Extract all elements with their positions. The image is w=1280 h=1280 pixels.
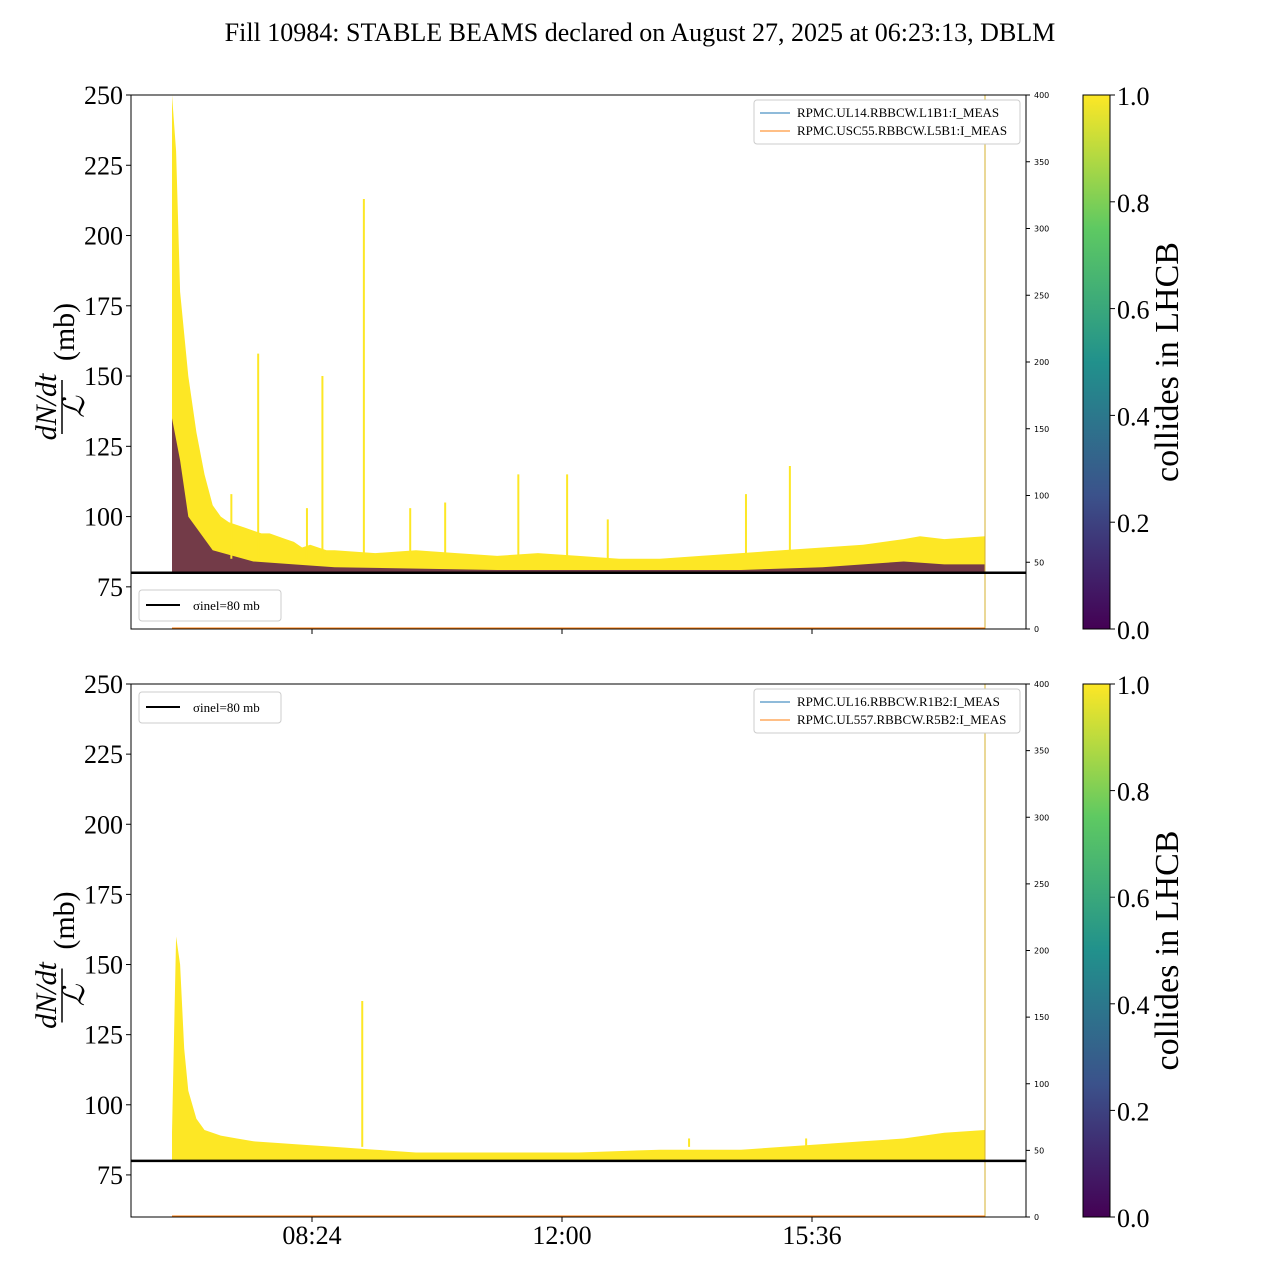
y2tick-label: 400 <box>1034 91 1049 100</box>
colorbar-label: collides in LHCB <box>1149 831 1186 1071</box>
ytick-label: 225 <box>84 740 123 769</box>
colorbar-tick-label: 0.6 <box>1117 296 1150 325</box>
reference-legend-box <box>138 589 282 622</box>
ytick-label: 100 <box>84 1091 123 1120</box>
xtick-label: 12:00 <box>532 1221 591 1250</box>
chart-title: Fill 10984: STABLE BEAMS declared on Aug… <box>224 18 1056 47</box>
y-axis-label: dN/dtℒ (mb) <box>30 891 91 1029</box>
bottom-panel: 75 100 125 150 175 200 225 250 0 50 100 150 200 250 30… <box>30 670 1186 1250</box>
y2tick-label: 250 <box>1034 880 1049 889</box>
colorbar-tick-label: 1.0 <box>1117 671 1150 700</box>
y2tick-label: 0 <box>1034 625 1039 634</box>
colorbar-tick-label: 0.2 <box>1117 509 1150 538</box>
y2tick-label: 0 <box>1034 1213 1039 1222</box>
colorbar-tick-label: 0.8 <box>1117 189 1150 218</box>
ytick-label: 125 <box>84 432 123 461</box>
series-legend-box <box>753 99 1021 145</box>
ytick-label: 125 <box>84 1021 123 1050</box>
y2tick-label: 250 <box>1034 291 1049 300</box>
y2tick-label: 150 <box>1034 425 1049 434</box>
ylabel-denominator: ℒ <box>58 395 91 418</box>
colorbar-tick-label: 0.6 <box>1117 884 1150 913</box>
colorbar-tick-label: 0.8 <box>1117 778 1150 807</box>
y2tick-label: 200 <box>1034 358 1049 367</box>
ytick-label: 225 <box>84 151 123 180</box>
y2tick-label: 100 <box>1034 492 1049 501</box>
ylabel-unit: (mb) <box>48 891 81 949</box>
top-panel: 75 100 125 150 175 200 225 250 0 50 100 150 200 250 30… <box>30 81 1186 645</box>
series-legend-label-0: RPMC.UL16.RBBCW.R1B2:I_MEAS <box>797 694 1000 709</box>
series-legend-box <box>753 688 1021 734</box>
reference-legend-label: σinel=80 mb <box>193 700 260 715</box>
series-legend-label-1: RPMC.USC55.RBBCW.L5B1:I_MEAS <box>797 123 1007 138</box>
ytick-label: 250 <box>84 670 123 699</box>
colorbar-tick-label: 0.0 <box>1117 1204 1150 1233</box>
y2tick-label: 350 <box>1034 158 1049 167</box>
reference-legend-label: σinel=80 mb <box>193 598 260 613</box>
ytick-label: 200 <box>84 810 123 839</box>
y2tick-label: 300 <box>1034 813 1049 822</box>
y2tick-label: 50 <box>1034 558 1044 567</box>
ytick-label: 175 <box>84 292 123 321</box>
ylabel-denominator: ℒ <box>58 983 91 1006</box>
ytick-label: 100 <box>84 503 123 532</box>
xtick-label: 15:36 <box>782 1221 841 1250</box>
colorbar <box>1082 94 1111 630</box>
ylabel-numerator: dN/dt <box>30 961 63 1028</box>
ytick-label: 175 <box>84 880 123 909</box>
y2tick-label: 100 <box>1034 1080 1049 1089</box>
y2tick-label: 150 <box>1034 1013 1049 1022</box>
xtick-label: 08:24 <box>282 1221 341 1250</box>
y-axis-label: dN/dtℒ (mb) <box>30 303 91 441</box>
ytick-label: 75 <box>97 1161 123 1190</box>
ytick-label: 200 <box>84 222 123 251</box>
envelope-area-collides <box>172 95 985 573</box>
reference-legend-box <box>138 691 282 724</box>
ytick-label: 150 <box>84 951 123 980</box>
colorbar-tick-label: 0.0 <box>1117 616 1150 645</box>
ytick-label: 75 <box>97 573 123 602</box>
y2tick-label: 400 <box>1034 680 1049 689</box>
ytick-label: 150 <box>84 362 123 391</box>
ylabel-unit: (mb) <box>48 303 81 361</box>
colorbar-tick-label: 0.4 <box>1117 991 1150 1020</box>
colorbar-tick-label: 0.2 <box>1117 1097 1150 1126</box>
series-legend-label-1: RPMC.UL557.RBBCW.R5B2:I_MEAS <box>797 712 1006 727</box>
colorbar-tick-label: 0.4 <box>1117 402 1150 431</box>
colorbar <box>1082 683 1111 1218</box>
colorbar-label: collides in LHCB <box>1149 242 1186 482</box>
y2tick-label: 50 <box>1034 1146 1044 1155</box>
series-legend-label-0: RPMC.UL14.RBBCW.L1B1:I_MEAS <box>797 105 999 120</box>
envelope-area-collides <box>172 936 985 1161</box>
axes-frame <box>130 683 1027 1218</box>
colorbar-tick-label: 1.0 <box>1117 82 1150 111</box>
y2tick-label: 200 <box>1034 947 1049 956</box>
ytick-label: 250 <box>84 81 123 110</box>
y2tick-label: 300 <box>1034 225 1049 234</box>
y2tick-label: 350 <box>1034 747 1049 756</box>
ylabel-numerator: dN/dt <box>30 373 63 440</box>
